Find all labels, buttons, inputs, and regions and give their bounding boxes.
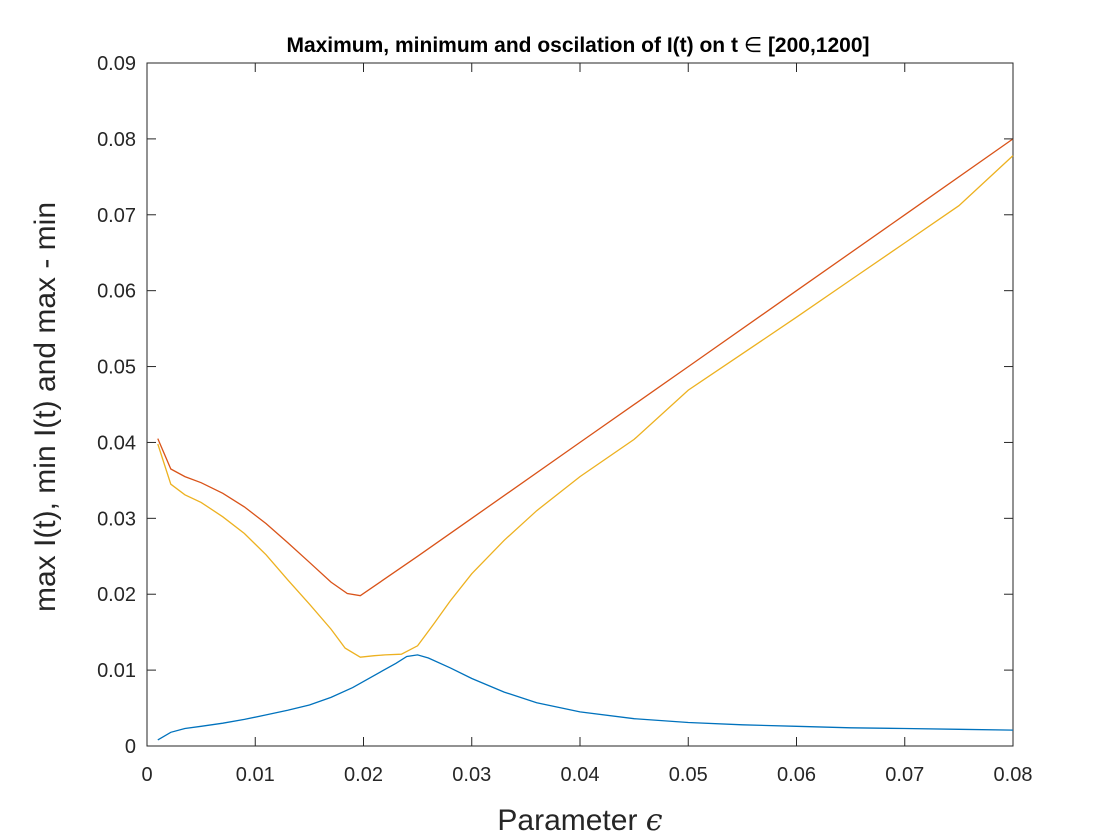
x-tick-label: 0.04 <box>561 764 600 786</box>
y-tick-label: 0.09 <box>97 53 136 75</box>
series-line-1 <box>157 654 1014 741</box>
axes-box <box>146 62 1014 747</box>
ticks-layer: 0 0.01 0.02 0.03 0.04 0.05 0.06 0.07 0.08 0 0.01 0.… <box>97 53 1032 786</box>
plot-area <box>146 62 1014 747</box>
x-tick-label: 0.01 <box>236 764 275 786</box>
series-layer <box>157 138 1014 741</box>
y-axis-label: max I(t), min I(t) and max - min <box>29 202 62 612</box>
y-tick-label: 0 <box>125 736 136 758</box>
x-tick-label: 0.08 <box>994 764 1033 786</box>
chart-title: Maximum, minimum and oscilation of I(t) … <box>286 33 869 57</box>
x-tick-label: 0.06 <box>777 764 816 786</box>
y-tick-label: 0.05 <box>97 357 136 379</box>
series-line-3 <box>157 155 1014 658</box>
x-tick-label: 0.02 <box>344 764 383 786</box>
x-tick-label: 0 <box>141 764 152 786</box>
x-tick-label: 0.03 <box>452 764 491 786</box>
y-tick-label: 0.03 <box>97 508 136 530</box>
y-tick-label: 0.01 <box>97 660 136 682</box>
series-line-2 <box>157 138 1014 597</box>
x-axis-label: Parameter ϵ <box>497 803 662 838</box>
y-tick-label: 0.02 <box>97 584 136 606</box>
y-tick-label: 0.08 <box>97 129 136 151</box>
y-tick-label: 0.06 <box>97 281 136 303</box>
y-tick-label: 0.07 <box>97 205 136 227</box>
y-tick-label: 0.04 <box>97 432 136 454</box>
x-tick-label: 0.07 <box>885 764 924 786</box>
x-tick-label: 0.05 <box>669 764 708 786</box>
